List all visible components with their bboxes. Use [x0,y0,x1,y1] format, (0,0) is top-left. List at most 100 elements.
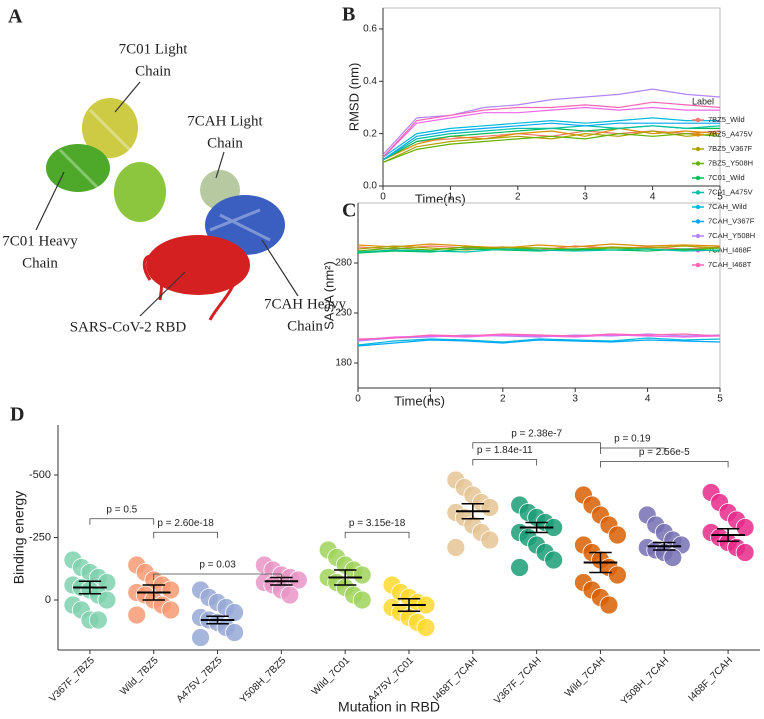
legend-label: 7CAH_V367F [708,216,755,225]
data-point [735,518,755,537]
data-point [225,603,244,622]
x-tick-label: 0 [355,394,361,405]
x-tick-label: 2 [515,192,521,203]
x-tick-label: V367F_7CAH [492,655,543,706]
y-axis-title: Binding energy [11,491,27,584]
legend-label: 7BZ5_Wild [708,115,745,124]
x-tick-label: Y508H_7BZ5 [238,655,289,706]
light-chain-7c01 [82,98,138,158]
data-point [352,590,372,610]
significance-bracket [344,531,410,539]
legend-label: 7BZ5_V367F [708,144,753,153]
panel-letter: C [342,200,356,222]
x-tick-label: 0 [380,192,386,203]
p-value-label: p = 0.5 [106,504,137,515]
x-tick-label: 3 [572,394,578,405]
plot-frame [382,7,721,187]
data-point [416,618,436,637]
data-point [127,605,147,625]
legend-dot [695,132,701,137]
structure-label: 7C01 Heavy [2,233,78,249]
data-point [161,580,181,600]
x-tick-label: 1 [428,394,434,405]
significance-bracket [600,461,729,468]
y-tick-label: 280 [335,258,352,269]
structure-label: 7C01 Light [119,41,189,57]
p-value-label: p = 2.60e-18 [157,518,214,529]
heavy-chain-7c01-b [114,162,166,222]
panel-letter: A [8,6,23,28]
data-point [89,610,108,630]
x-tick-label: 3 [582,192,588,203]
data-point [161,600,181,620]
legend-dot [695,262,701,268]
data-point [288,570,308,590]
series-line [382,130,721,163]
p-value-label: p = 3.15e-18 [349,518,406,529]
x-tick-label: Wild_7C01 [310,655,353,698]
y-tick-label: 0.6 [363,24,377,35]
legend-dot [695,175,701,181]
significance-bracket [153,573,282,580]
data-point [608,565,627,585]
p-value-label: p = 0.03 [199,560,236,571]
legend-dot [695,204,701,210]
leader-line [139,271,186,317]
y-axis-title: SASA (nm²) [321,261,336,330]
series-line [382,106,720,158]
x-axis-title: Time(ns) [415,191,466,206]
data-point [510,558,530,577]
panel-letter: D [10,404,24,426]
y-tick-label: 180 [335,358,352,369]
y-tick-label: 0.0 [363,181,377,192]
legend-label: 7CAH_I468F [708,245,752,254]
series-line [357,248,721,254]
x-tick-label: Wild_7BZ5 [118,655,161,698]
structure-label: Chain [22,255,58,271]
data-point [663,548,683,567]
panel-letter: B [342,4,355,26]
series-line [357,248,721,253]
legend-label: 7BZ5_Y508H [708,158,753,167]
data-point [446,538,466,557]
x-tick-label: A475V_7BZ5 [175,655,225,705]
series-line [382,133,721,163]
x-axis-title: Mutation in RBD [338,699,440,715]
legend-title: Label [692,96,714,106]
data-point [480,498,500,517]
x-tick-label: A475V_7C01 [366,655,416,705]
structure-label: 7CAH Heavy [264,296,347,312]
leader-line [35,171,65,231]
significance-bracket [472,459,538,466]
legend-dot [695,219,701,224]
y-tick-label: -500 [29,469,51,481]
data-point [480,530,500,550]
leader-line [261,239,299,297]
data-point [225,623,244,642]
rbd [146,235,250,295]
y-tick-label: -250 [29,531,51,543]
data-point [191,628,210,647]
structure-label: Chain [207,135,243,151]
data-point [735,543,755,562]
series-line [357,333,721,340]
legend-label: 7C01_Wild [708,173,745,182]
legend-label: 7CAH_Wild [708,202,747,211]
y-tick-label: 0 [45,594,51,606]
x-tick-label: 5 [717,192,723,203]
legend-dot [695,146,701,152]
structure-label: Chain [135,63,171,79]
legend-dot [695,161,701,166]
p-value-label: p = 2.56e-5 [639,447,690,458]
series-line [382,101,721,158]
leader-lines [35,81,299,317]
x-tick-label: I468T_7CAH [431,655,480,704]
significance-bracket [153,531,218,539]
data-point [544,550,564,570]
legend-label: 7C01_A475V [708,187,753,196]
significance-bracket [89,518,155,525]
structure-label: Chain [287,318,323,334]
significance-bracket [472,442,601,449]
x-tick-label: 4 [650,192,656,203]
